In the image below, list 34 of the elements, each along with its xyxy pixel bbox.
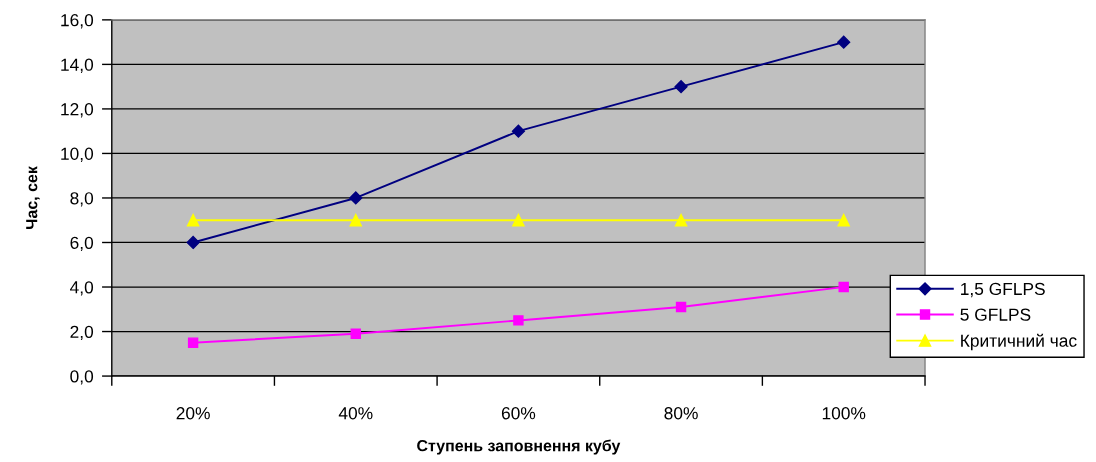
y-tick-label: 6,0 (70, 236, 94, 251)
y-tick-label: 16,0 (61, 14, 94, 29)
point (186, 213, 200, 227)
legend-label: Критичний час (961, 333, 1077, 351)
y-tick-label: 0,0 (70, 370, 94, 385)
x-axis-title: Ступень заповнення кубу (417, 439, 621, 455)
point (512, 213, 525, 227)
legend-label: 5 GFLPS (960, 308, 1031, 321)
y-tick-label: 10,0 (61, 147, 94, 162)
point (837, 213, 850, 227)
legend-label: 1,5 GFLPS (961, 282, 1045, 298)
y-tick-label: 14,0 (61, 58, 94, 73)
y-tick-label: 4,0 (70, 281, 94, 296)
point (674, 213, 688, 227)
point (675, 301, 687, 313)
point (674, 80, 688, 94)
y-axis-title: Час, сек (26, 166, 40, 229)
point (349, 191, 363, 205)
x-tick-label: 80% (664, 407, 698, 420)
point (349, 213, 363, 227)
point (837, 35, 851, 49)
y-tick-label: 8,0 (70, 192, 94, 207)
point (513, 315, 524, 326)
y-tick-label: 2,0 (70, 325, 94, 341)
x-tick-label: 40% (338, 407, 373, 420)
point (511, 124, 525, 138)
point (187, 337, 199, 348)
point (186, 235, 200, 250)
x-tick-label: 100% (822, 407, 866, 420)
point (838, 281, 849, 293)
y-tick-label: 12,0 (61, 103, 94, 118)
x-tick-label: 60% (501, 407, 536, 420)
x-tick-label: 20% (176, 407, 210, 420)
point (350, 328, 361, 339)
